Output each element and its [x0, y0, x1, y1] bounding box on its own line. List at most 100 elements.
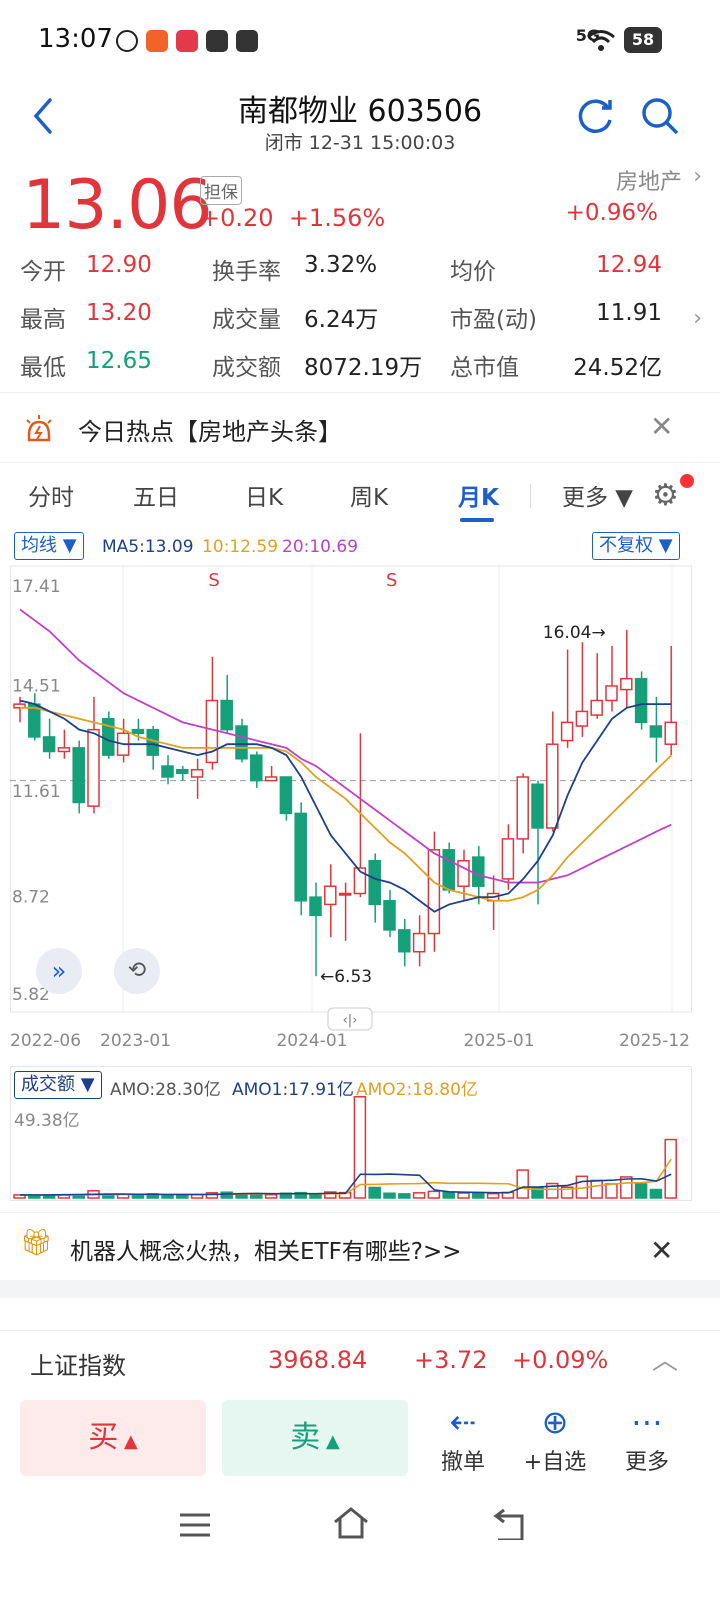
volume-bar — [264, 1193, 278, 1199]
stat-label: 最高 — [20, 307, 66, 333]
hot-topic-banner[interactable] — [0, 394, 720, 460]
refresh-icon[interactable] — [576, 96, 616, 136]
candle-body — [634, 677, 648, 724]
cancel-order-button[interactable]: ⇠ 撤单 — [428, 1400, 498, 1476]
candle-body — [309, 896, 322, 917]
volume-bar — [442, 1191, 455, 1199]
candle-body — [501, 838, 515, 880]
candle-body — [72, 747, 85, 804]
candle-body — [42, 736, 56, 753]
amo1-label: AMO1:17.91亿 — [232, 1080, 354, 1100]
app-icon — [146, 30, 168, 52]
tab-five-day[interactable]: 五日 — [133, 485, 179, 511]
chart-scroll-handle-label: ‹|› — [343, 1013, 358, 1028]
tab-timeshare[interactable]: 分时 — [28, 485, 74, 511]
close-icon[interactable]: ✕ — [650, 1234, 674, 1267]
buy-button[interactable]: 买 ▲ — [20, 1400, 206, 1476]
more-button[interactable]: ⋯ 更多 — [612, 1400, 682, 1476]
volume-bar — [486, 1192, 500, 1199]
back-icon[interactable] — [28, 96, 58, 136]
current-price: 13.06 — [22, 166, 213, 245]
tab-weekly-k[interactable]: 周K — [350, 485, 389, 511]
candle-body — [442, 849, 455, 891]
hot-topic-text[interactable]: 今日热点【房地产头条】 — [78, 418, 342, 446]
promo-banner[interactable]: 机器人概念火热，相关ETF有哪些?>> — [70, 1239, 462, 1265]
index-change-pct: +0.09% — [512, 1346, 609, 1374]
sector-link[interactable]: 房地产 — [615, 170, 682, 195]
menu-icon[interactable] — [178, 1510, 212, 1540]
y-tick-label: 5.82 — [12, 985, 50, 1005]
candle-body — [457, 859, 470, 887]
volume-bar — [131, 1194, 145, 1199]
candle-body — [264, 776, 278, 782]
add-watchlist-button[interactable]: ⊕ +自选 — [520, 1400, 590, 1476]
stat-value: 3.32% — [304, 252, 378, 278]
indicator-select[interactable]: 均线 ▼ — [14, 532, 84, 560]
amo2-label: AMO2:18.80亿 — [356, 1080, 478, 1100]
volume-bar — [531, 1187, 544, 1199]
candle-body — [353, 867, 367, 895]
battery-indicator: 58 — [624, 27, 662, 53]
notification-dot — [680, 474, 694, 488]
index-name: 上证指数 — [30, 1352, 126, 1380]
kline-chart[interactable]: 17.41 14.51 11.61 8.72 5.82 S S 16.04→ ←6.53 2022… — [10, 526, 692, 1066]
more-label: 更多 — [624, 1450, 669, 1475]
add-watchlist-label: +自选 — [523, 1450, 587, 1475]
divider — [0, 1280, 720, 1298]
stat-value: 12.94 — [596, 252, 662, 278]
market-status: 闭市 12-31 15:00:03 — [264, 132, 456, 154]
volume-bar — [13, 1194, 26, 1199]
volume-bar — [368, 1186, 381, 1199]
candle-body — [560, 721, 574, 742]
home-icon[interactable] — [332, 1506, 370, 1540]
chevron-right-icon: › — [693, 164, 702, 189]
candle-body — [531, 783, 544, 829]
divider — [530, 484, 531, 508]
volume-chart[interactable]: 49.38亿 — [10, 1066, 692, 1202]
back-nav-icon[interactable] — [490, 1508, 526, 1540]
ma10-line — [20, 706, 672, 902]
index-value: 3968.84 — [268, 1346, 368, 1374]
adjust-select[interactable]: 不复权 ▼ — [592, 532, 680, 560]
volume-bar — [353, 1096, 367, 1199]
stat-value: 12.65 — [86, 348, 152, 374]
rotate-icon[interactable]: ⟲ — [114, 948, 160, 994]
tab-more[interactable]: 更多 ▼ — [562, 485, 633, 511]
sell-button[interactable]: 卖 ▲ — [222, 1400, 408, 1476]
candle-body — [294, 812, 307, 902]
index-change: +3.72 — [414, 1346, 488, 1374]
signal-marker: S — [208, 570, 219, 591]
stat-label: 市盈(动) — [450, 307, 537, 333]
volume-bar — [516, 1169, 529, 1199]
app-icon — [206, 30, 228, 52]
y-tick-label: 17.41 — [12, 577, 61, 597]
search-icon[interactable] — [640, 96, 680, 136]
buy-label: 买 — [88, 1420, 119, 1455]
candle-body — [220, 699, 233, 731]
stat-label: 总市值 — [450, 355, 519, 381]
x-tick-label: 2022-06 — [10, 1031, 81, 1051]
max-price-label: 16.04→ — [543, 623, 606, 643]
candle-body — [546, 743, 559, 829]
candle-body — [516, 776, 529, 840]
gift-icon: 🎁︎ — [20, 1228, 54, 1258]
chevron-right-icon[interactable]: › — [693, 306, 702, 331]
x-tick-label: 2025-12 — [619, 1031, 690, 1051]
candle-body — [338, 892, 352, 896]
close-icon[interactable]: ✕ — [650, 410, 674, 443]
volume-bar — [457, 1192, 470, 1199]
gear-icon[interactable]: ⚙ — [652, 478, 679, 513]
y-tick-label: 8.72 — [12, 887, 50, 907]
price-change: +0.20 +1.56% — [200, 204, 385, 232]
chevron-up-icon[interactable]: ︿ — [652, 1346, 679, 1376]
app-icon — [236, 30, 258, 52]
tab-daily-k[interactable]: 日K — [245, 485, 284, 511]
x-tick-label: 2023-01 — [100, 1031, 171, 1051]
volume-indicator-select[interactable]: 成交额 ▼ — [14, 1071, 102, 1099]
index-ticker[interactable] — [0, 1330, 720, 1391]
volume-bar — [634, 1183, 648, 1199]
amo2-line — [20, 1158, 672, 1196]
tab-monthly-k[interactable]: 月K — [458, 485, 499, 511]
expand-icon[interactable]: » — [36, 948, 82, 994]
candle-body — [398, 929, 411, 953]
